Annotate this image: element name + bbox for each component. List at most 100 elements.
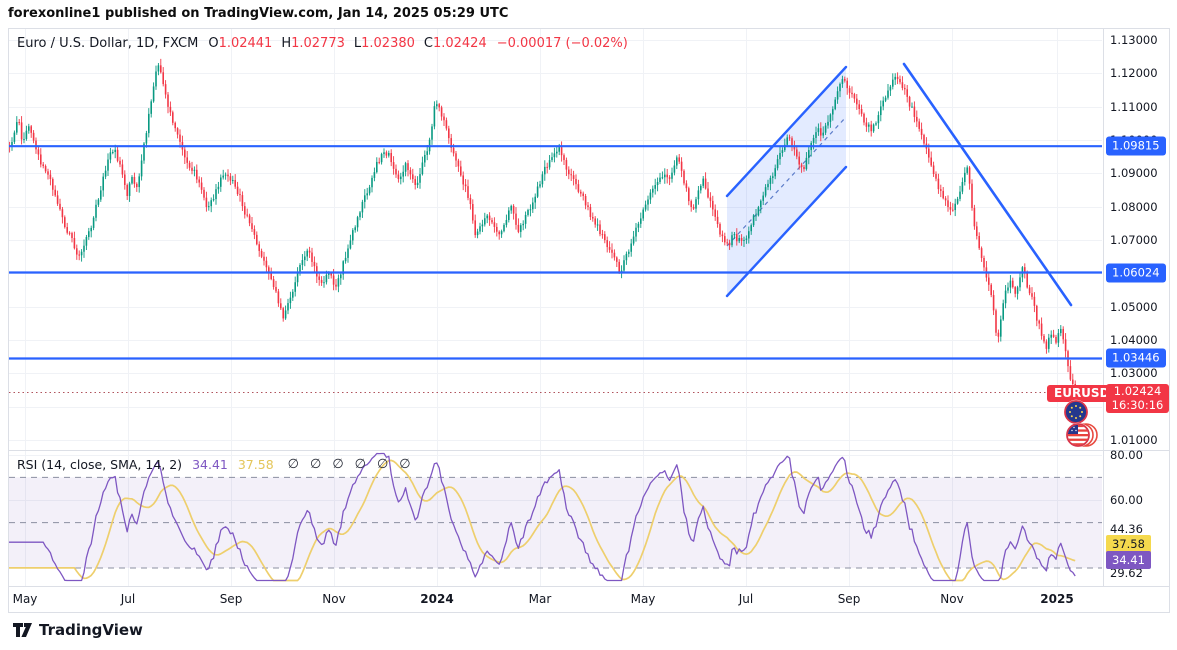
time-tick-label[interactable]: Sep xyxy=(219,592,243,606)
candle-body xyxy=(1019,277,1021,288)
rsi-legend[interactable]: RSI (14, close, SMA, 14, 2) 34.41 37.58 … xyxy=(17,457,411,472)
channel-lower-line[interactable] xyxy=(725,165,848,298)
candle-body xyxy=(522,223,524,226)
candle-body xyxy=(102,176,104,191)
tradingview-brand[interactable]: TradingView xyxy=(39,621,143,639)
candle-body xyxy=(781,150,784,153)
hidden-plot-icon[interactable]: ∅ xyxy=(376,457,389,472)
candle-body xyxy=(224,174,227,176)
candle-body xyxy=(923,134,925,144)
candle-body xyxy=(227,174,229,177)
candle-body xyxy=(162,72,164,85)
tradingview-logo-icon[interactable] xyxy=(13,622,32,639)
candle-body xyxy=(1055,336,1057,343)
candle-body xyxy=(916,116,918,122)
candle-body xyxy=(284,310,287,319)
candle-body xyxy=(836,91,839,100)
candle-body xyxy=(906,89,908,97)
candle-body xyxy=(289,297,292,304)
rsi-pane xyxy=(9,452,1102,582)
candle-body xyxy=(47,171,49,175)
channel-upper-line[interactable] xyxy=(725,65,848,198)
time-tick-label[interactable]: Jul xyxy=(120,592,136,606)
candle-body xyxy=(803,166,805,170)
candle-body xyxy=(222,175,224,178)
last-price-label[interactable]: 1.02424 16:30:16 xyxy=(1106,384,1169,413)
candle-body xyxy=(431,126,433,140)
ascending-channel-drawing[interactable] xyxy=(725,65,848,298)
rsi-tick-label: 29.62 xyxy=(1110,566,1143,580)
candle-body xyxy=(311,252,313,262)
chart-legend[interactable]: Euro / U.S. Dollar, 1D, FXCM O1.02441 H1.… xyxy=(17,36,628,51)
candle-body xyxy=(671,172,673,179)
candle-body xyxy=(697,190,700,200)
candle-body xyxy=(56,195,59,204)
candle-body xyxy=(714,209,716,217)
candle-body xyxy=(848,88,851,93)
candle-body xyxy=(719,224,721,235)
candle-body xyxy=(491,220,493,223)
price-tick-label: 1.01000 xyxy=(1110,433,1158,447)
time-tick-label[interactable]: Sep xyxy=(837,592,861,606)
candle-body xyxy=(397,174,400,180)
candle-body xyxy=(438,104,440,108)
time-tick-label[interactable]: May xyxy=(630,592,656,606)
candle-body xyxy=(877,115,880,124)
hidden-plot-icon[interactable]: ∅ xyxy=(309,457,322,472)
candle-body xyxy=(452,147,455,154)
symbol-title[interactable]: Euro / U.S. Dollar, 1D, FXCM xyxy=(17,36,199,51)
hidden-plot-icon[interactable]: ∅ xyxy=(399,457,411,472)
candle-body xyxy=(1004,290,1007,304)
candle-body xyxy=(738,238,740,242)
time-tick-label[interactable]: Jul xyxy=(738,592,754,606)
candle-body xyxy=(328,272,330,275)
candle-body xyxy=(793,146,796,150)
candle-body xyxy=(834,99,836,110)
candle-body xyxy=(208,206,210,208)
hidden-plot-icon[interactable]: ∅ xyxy=(332,457,344,472)
time-tick-label[interactable]: 2025 xyxy=(1040,592,1074,606)
candle-body xyxy=(256,234,258,245)
descending-trendline[interactable] xyxy=(902,62,1073,307)
rsi-title[interactable]: RSI (14, close, SMA, 14, 2) xyxy=(17,457,183,472)
candle-body xyxy=(733,234,736,236)
candle-body xyxy=(599,224,601,235)
candle-body xyxy=(203,189,205,198)
candle-body xyxy=(988,277,990,285)
candle-body xyxy=(270,273,272,280)
level-price-label[interactable]: 1.03446 xyxy=(1106,348,1166,368)
candle-body xyxy=(88,231,90,238)
candle-body xyxy=(520,225,522,232)
time-tick-label[interactable]: Nov xyxy=(940,592,964,606)
candle-body xyxy=(54,189,56,196)
symbol-price-badge[interactable]: EURUSD xyxy=(1047,385,1117,402)
candle-body xyxy=(880,106,882,116)
candle-body xyxy=(450,138,452,148)
candle-body xyxy=(860,109,863,114)
level-price-label[interactable]: 1.06024 xyxy=(1106,263,1166,283)
hidden-plot-icon[interactable]: ∅ xyxy=(287,457,299,472)
candle-body xyxy=(241,195,244,207)
hidden-plot-icon[interactable]: ∅ xyxy=(354,457,366,472)
candle-body xyxy=(942,190,944,199)
candle-body xyxy=(704,178,707,189)
candle-body xyxy=(100,190,102,200)
candle-body xyxy=(426,151,428,155)
time-tick-label[interactable]: May xyxy=(12,592,38,606)
candle-body xyxy=(400,176,402,180)
candle-body xyxy=(769,177,772,184)
candle-body xyxy=(469,197,472,205)
candle-body xyxy=(546,166,548,168)
candle-body xyxy=(299,264,301,272)
time-tick-label[interactable]: Mar xyxy=(528,592,552,606)
price-tick-label: 1.03000 xyxy=(1110,366,1158,381)
candle-body xyxy=(272,279,275,287)
time-tick-label[interactable]: 2024 xyxy=(420,592,454,606)
candle-body xyxy=(728,242,731,246)
candle-body xyxy=(37,149,40,155)
level-price-label[interactable]: 1.09815 xyxy=(1106,136,1166,156)
candle-body xyxy=(712,200,714,210)
time-tick-label[interactable]: Nov xyxy=(322,592,346,606)
candle-body xyxy=(992,295,995,311)
